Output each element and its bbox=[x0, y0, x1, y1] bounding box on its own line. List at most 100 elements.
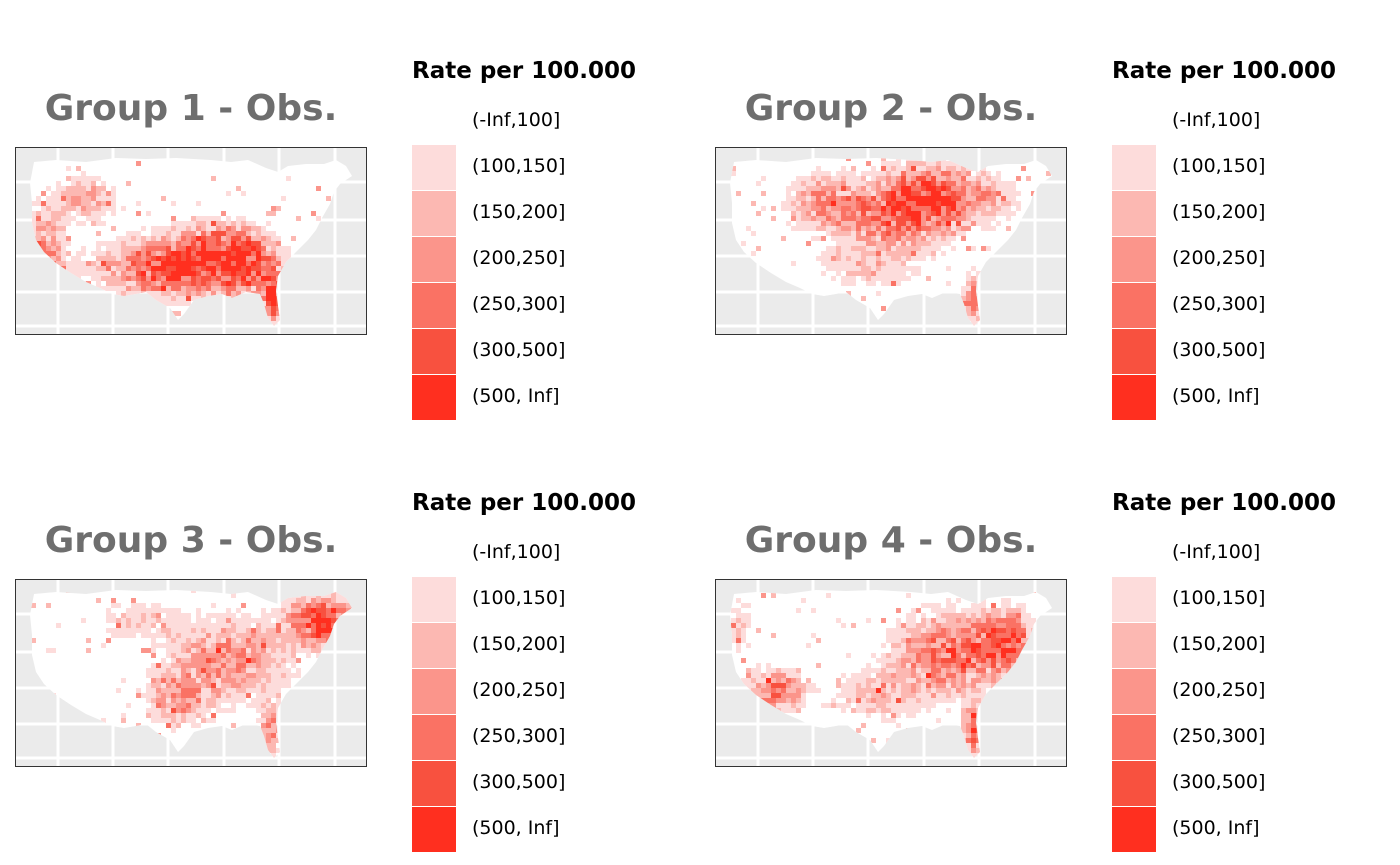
county-cell bbox=[211, 638, 216, 643]
county-cell bbox=[786, 668, 791, 673]
county-cell bbox=[46, 648, 51, 653]
county-cell bbox=[911, 231, 916, 236]
county-cell bbox=[856, 211, 861, 216]
legend-key: (-Inf,100] bbox=[1112, 531, 1400, 577]
county-cell bbox=[271, 728, 276, 733]
county-cell bbox=[231, 653, 236, 658]
county-cell bbox=[246, 628, 251, 633]
county-cell bbox=[751, 673, 756, 678]
county-cell bbox=[261, 266, 266, 271]
county-cell bbox=[146, 693, 151, 698]
county-cell bbox=[801, 176, 806, 181]
legend-swatch bbox=[412, 237, 456, 283]
county-cell bbox=[786, 703, 791, 708]
county-cell bbox=[921, 678, 926, 683]
county-cell bbox=[91, 276, 96, 281]
county-cell bbox=[1006, 653, 1011, 658]
county-cell bbox=[906, 623, 911, 628]
county-cell bbox=[891, 648, 896, 653]
county-cell bbox=[31, 201, 36, 206]
county-cell bbox=[81, 211, 86, 216]
county-cell bbox=[826, 206, 831, 211]
county-cell bbox=[91, 201, 96, 206]
legend-swatch bbox=[1112, 669, 1156, 715]
county-cell bbox=[881, 658, 886, 663]
county-cell bbox=[306, 623, 311, 628]
county-cell bbox=[221, 291, 226, 296]
county-cell bbox=[206, 703, 211, 708]
county-cell bbox=[246, 618, 251, 623]
county-cell bbox=[111, 226, 116, 231]
county-cell bbox=[861, 703, 866, 708]
county-cell bbox=[316, 603, 321, 608]
county-cell bbox=[236, 668, 241, 673]
county-cell bbox=[891, 196, 896, 201]
county-cell bbox=[736, 633, 741, 638]
county-cell bbox=[336, 608, 341, 613]
county-cell bbox=[241, 221, 246, 226]
county-cell bbox=[101, 276, 106, 281]
county-cell bbox=[996, 221, 1001, 226]
county-cell bbox=[786, 693, 791, 698]
county-cell bbox=[956, 201, 961, 206]
county-cell bbox=[936, 623, 941, 628]
county-cell bbox=[161, 266, 166, 271]
county-cell bbox=[831, 261, 836, 266]
county-cell bbox=[976, 271, 981, 276]
county-cell bbox=[116, 276, 121, 281]
county-cell bbox=[146, 673, 151, 678]
county-cell bbox=[846, 261, 851, 266]
county-cell bbox=[951, 693, 956, 698]
county-cell bbox=[971, 623, 976, 628]
legend-key: (200,250] bbox=[412, 669, 712, 715]
county-cell bbox=[1011, 653, 1016, 658]
county-cell bbox=[941, 608, 946, 613]
county-cell bbox=[281, 653, 286, 658]
county-cell bbox=[231, 658, 236, 663]
county-cell bbox=[851, 281, 856, 286]
county-cell bbox=[956, 186, 961, 191]
county-cell bbox=[281, 603, 286, 608]
county-cell bbox=[961, 181, 966, 186]
county-cell bbox=[1001, 603, 1006, 608]
county-cell bbox=[66, 211, 71, 216]
county-cell bbox=[141, 236, 146, 241]
county-cell bbox=[971, 628, 976, 633]
county-cell bbox=[831, 206, 836, 211]
county-cell bbox=[886, 236, 891, 241]
county-cell bbox=[276, 261, 281, 266]
county-cell bbox=[171, 648, 176, 653]
county-cell bbox=[791, 708, 796, 713]
county-cell bbox=[161, 633, 166, 638]
county-cell bbox=[941, 236, 946, 241]
county-cell bbox=[106, 276, 111, 281]
county-cell bbox=[146, 628, 151, 633]
county-cell bbox=[886, 693, 891, 698]
county-cell bbox=[236, 673, 241, 678]
county-cell bbox=[856, 708, 861, 713]
county-cell bbox=[51, 216, 56, 221]
county-cell bbox=[196, 226, 201, 231]
county-cell bbox=[971, 186, 976, 191]
county-cell bbox=[776, 683, 781, 688]
county-cell bbox=[936, 663, 941, 668]
county-cell bbox=[736, 638, 741, 643]
county-cell bbox=[206, 221, 211, 226]
county-cell bbox=[881, 306, 886, 311]
county-cell bbox=[221, 256, 226, 261]
county-cell bbox=[876, 668, 881, 673]
county-cell bbox=[166, 668, 171, 673]
legend-label: (100,150] bbox=[1172, 587, 1266, 609]
county-cell bbox=[996, 648, 1001, 653]
county-cell bbox=[926, 648, 931, 653]
county-cell bbox=[986, 608, 991, 613]
county-cell bbox=[201, 251, 206, 256]
county-cell bbox=[856, 256, 861, 261]
county-cell bbox=[201, 221, 206, 226]
county-cell bbox=[106, 201, 111, 206]
county-cell bbox=[901, 221, 906, 226]
county-cell bbox=[196, 231, 201, 236]
county-cell bbox=[936, 231, 941, 236]
county-cell bbox=[801, 201, 806, 206]
county-cell bbox=[866, 201, 871, 206]
